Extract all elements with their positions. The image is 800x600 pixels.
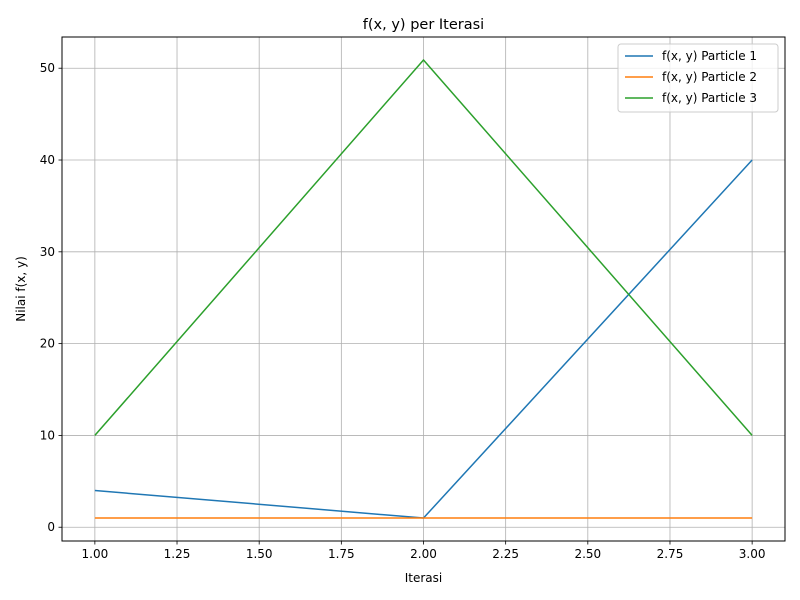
chart-title: f(x, y) per Iterasi	[363, 17, 484, 33]
x-tick-label: 2.25	[492, 547, 519, 561]
x-axis-ticks: 1.00 1.25 1.50 1.75 2.00 2.25 2.50 2.75 3.00	[82, 541, 766, 561]
x-tick-label: 3.00	[739, 547, 766, 561]
y-axis-ticks: 0 10 20 30 40 50	[40, 61, 62, 534]
x-tick-label: 1.75	[328, 547, 355, 561]
x-tick-label: 2.50	[574, 547, 601, 561]
y-axis-title: Nilai f(x, y)	[14, 256, 28, 322]
grid	[62, 37, 785, 541]
x-axis-title: Iterasi	[405, 571, 443, 585]
x-tick-label: 1.25	[164, 547, 191, 561]
y-tick-label: 0	[47, 520, 55, 534]
legend-box	[617, 43, 779, 113]
legend-label: f(x, y) Particle 3	[662, 91, 757, 105]
y-tick-label: 30	[40, 245, 55, 259]
y-tick-label: 20	[40, 337, 55, 351]
x-tick-label: 1.00	[82, 547, 109, 561]
x-tick-label: 1.50	[246, 547, 273, 561]
y-tick-label: 40	[40, 153, 55, 167]
y-tick-label: 50	[40, 61, 55, 75]
x-tick-label: 2.75	[657, 547, 684, 561]
series-line-particle-3	[94, 59, 753, 436]
series-lines	[94, 59, 753, 519]
legend-label: f(x, y) Particle 2	[662, 70, 757, 84]
y-tick-label: 10	[40, 428, 55, 442]
legend: f(x, y) Particle 1 f(x, y) Particle 2 f(x,…	[617, 43, 779, 113]
legend-label: f(x, y) Particle 1	[662, 49, 757, 63]
x-tick-label: 2.00	[410, 547, 437, 561]
